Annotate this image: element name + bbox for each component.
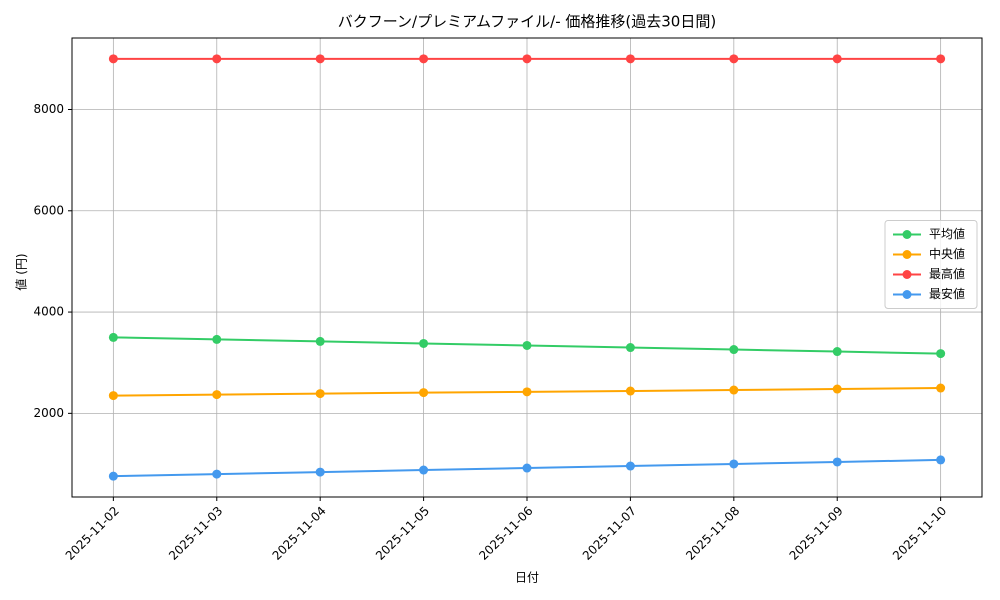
legend-label: 最高値 bbox=[929, 266, 965, 281]
x-tick-label: 2025-11-09 bbox=[787, 504, 846, 563]
x-tick-label: 2025-11-08 bbox=[683, 504, 742, 563]
legend-marker bbox=[902, 250, 912, 259]
data-point bbox=[936, 54, 946, 64]
legend-label: 平均値 bbox=[929, 226, 965, 241]
data-point bbox=[522, 463, 532, 473]
data-point bbox=[315, 336, 325, 346]
data-point bbox=[419, 338, 429, 348]
x-tick-label: 2025-11-10 bbox=[890, 504, 949, 563]
plot-frame bbox=[71, 37, 983, 498]
data-point bbox=[936, 349, 946, 359]
data-point bbox=[625, 461, 635, 471]
data-point bbox=[729, 459, 739, 469]
y-tick-label: 6000 bbox=[33, 203, 64, 217]
data-point bbox=[832, 347, 842, 357]
data-point bbox=[832, 384, 842, 394]
legend-marker bbox=[902, 230, 912, 239]
x-tick-label: 2025-11-04 bbox=[270, 504, 329, 563]
data-point bbox=[832, 457, 842, 467]
data-point bbox=[212, 469, 222, 479]
data-point bbox=[936, 455, 946, 465]
data-point bbox=[522, 340, 532, 350]
data-point bbox=[729, 385, 739, 395]
data-point bbox=[108, 391, 118, 401]
data-point bbox=[522, 54, 532, 64]
data-point bbox=[315, 389, 325, 399]
x-axis-label: 日付 bbox=[515, 571, 539, 585]
chart-title: バクフーン/プレミアムファイル/- 価格推移(過去30日間) bbox=[338, 13, 716, 31]
y-axis-label: 値 (円) bbox=[14, 253, 29, 290]
data-point bbox=[108, 332, 118, 342]
legend-box bbox=[884, 220, 978, 309]
data-point bbox=[625, 343, 635, 353]
legend-marker bbox=[902, 270, 912, 279]
data-point bbox=[522, 387, 532, 397]
legend-label: 中央値 bbox=[929, 246, 965, 261]
x-tick-label: 2025-11-07 bbox=[580, 504, 639, 563]
data-point bbox=[625, 386, 635, 396]
legend-marker bbox=[902, 290, 912, 299]
data-point bbox=[212, 54, 222, 64]
data-point bbox=[936, 383, 946, 393]
data-point bbox=[625, 54, 635, 64]
y-tick-label: 2000 bbox=[33, 406, 64, 420]
data-point bbox=[212, 334, 222, 344]
x-tick-label: 2025-11-05 bbox=[373, 504, 432, 563]
x-tick-label: 2025-11-02 bbox=[63, 504, 122, 563]
data-point bbox=[729, 54, 739, 64]
data-point bbox=[419, 465, 429, 475]
y-tick-label: 4000 bbox=[33, 305, 64, 319]
data-point bbox=[315, 467, 325, 477]
legend-label: 最安値 bbox=[929, 286, 965, 301]
data-point bbox=[832, 54, 842, 64]
data-point bbox=[315, 54, 325, 64]
x-tick-label: 2025-11-03 bbox=[166, 504, 225, 563]
data-point bbox=[108, 54, 118, 64]
data-point bbox=[419, 54, 429, 64]
data-point bbox=[419, 388, 429, 398]
data-point bbox=[729, 345, 739, 355]
x-tick-label: 2025-11-06 bbox=[476, 504, 535, 563]
data-point bbox=[212, 390, 222, 400]
data-point bbox=[108, 471, 118, 481]
y-tick-label: 8000 bbox=[33, 102, 64, 116]
